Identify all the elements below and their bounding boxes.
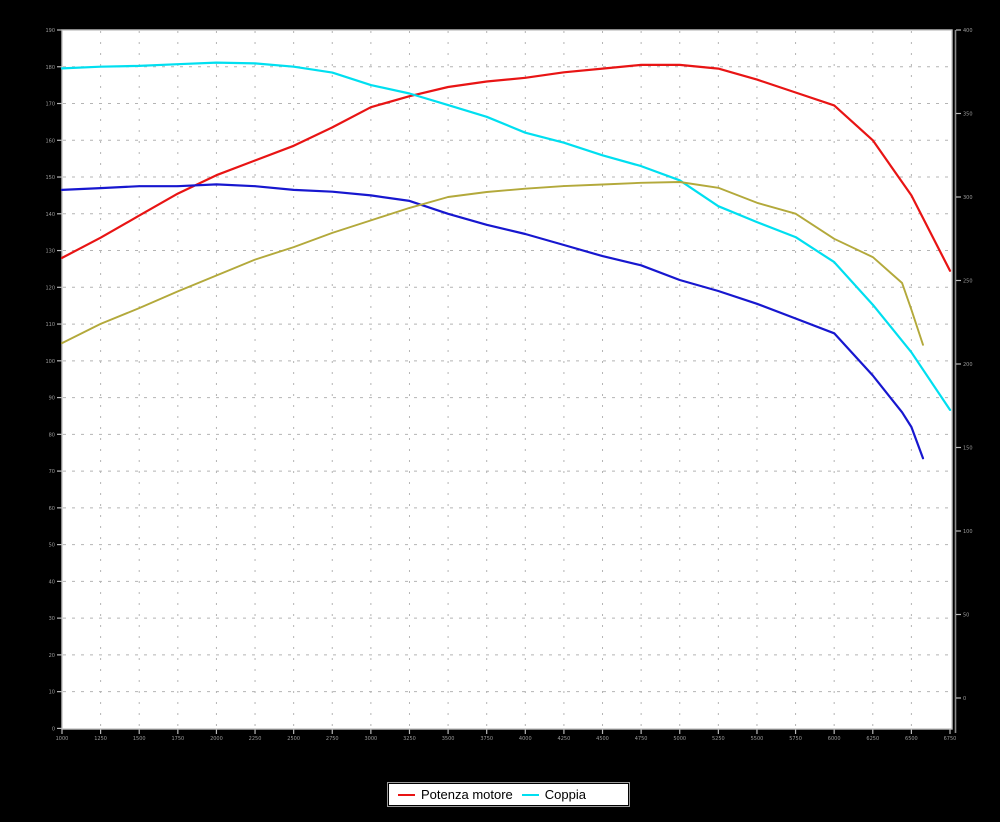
svg-text:50: 50 (49, 543, 55, 549)
svg-text:1250: 1250 (94, 736, 107, 742)
series-line-potenza-motore (60, 63, 952, 272)
series-line-coppia (60, 61, 952, 411)
svg-text:4250: 4250 (558, 736, 571, 742)
svg-text:300: 300 (963, 195, 973, 201)
svg-text:4750: 4750 (635, 736, 648, 742)
plot-frame (61, 29, 953, 730)
svg-text:130: 130 (45, 249, 55, 255)
legend-item-potenza-motore: Potenza motore (398, 788, 513, 801)
svg-text:100: 100 (45, 359, 55, 365)
svg-text:30: 30 (49, 616, 55, 622)
legend-label-potenza-motore: Potenza motore (421, 787, 513, 802)
svg-text:6000: 6000 (828, 736, 841, 742)
svg-text:3250: 3250 (403, 736, 416, 742)
svg-text:80: 80 (49, 432, 55, 438)
svg-text:250: 250 (963, 279, 973, 285)
svg-text:70: 70 (49, 469, 55, 475)
legend-item-coppia: Coppia (521, 787, 586, 802)
svg-text:200: 200 (963, 362, 973, 368)
legend: Potenza motore Coppia (388, 783, 629, 806)
svg-text:5500: 5500 (751, 736, 764, 742)
svg-text:1000: 1000 (56, 736, 69, 742)
legend-swatch-potenza-motore (398, 793, 415, 796)
svg-text:150: 150 (45, 175, 55, 181)
svg-text:170: 170 (45, 102, 55, 108)
svg-text:100: 100 (963, 529, 973, 535)
svg-text:3750: 3750 (480, 736, 493, 742)
svg-text:90: 90 (49, 396, 55, 402)
svg-text:120: 120 (45, 285, 55, 291)
svg-text:5750: 5750 (789, 736, 802, 742)
svg-text:150: 150 (963, 446, 973, 452)
svg-text:5000: 5000 (673, 736, 686, 742)
axis-ticks-and-labels: 0 10 20 30 40 50 60 70 80 90 100 110 120 130 140 150 160… (45, 28, 972, 742)
svg-text:350: 350 (963, 112, 973, 118)
svg-text:110: 110 (45, 322, 55, 328)
svg-text:2500: 2500 (287, 736, 300, 742)
svg-text:4000: 4000 (519, 736, 532, 742)
svg-text:50: 50 (963, 613, 969, 619)
svg-text:1750: 1750 (171, 736, 184, 742)
svg-text:4500: 4500 (596, 736, 609, 742)
svg-text:2000: 2000 (210, 736, 223, 742)
svg-text:6250: 6250 (866, 736, 879, 742)
svg-text:0: 0 (963, 696, 966, 702)
legend-swatch-coppia (521, 793, 539, 796)
svg-text:6750: 6750 (944, 736, 957, 742)
svg-text:20: 20 (49, 653, 55, 659)
svg-text:0: 0 (52, 726, 55, 732)
series-line-potenza-secondaria-blu (60, 183, 925, 460)
svg-text:40: 40 (49, 579, 55, 585)
svg-text:180: 180 (45, 65, 55, 71)
svg-text:5250: 5250 (712, 736, 725, 742)
svg-text:60: 60 (49, 506, 55, 512)
svg-text:160: 160 (45, 138, 55, 144)
svg-text:3500: 3500 (442, 736, 455, 742)
gridlines (63, 31, 951, 728)
svg-text:140: 140 (45, 212, 55, 218)
svg-text:2750: 2750 (326, 736, 339, 742)
svg-text:2250: 2250 (249, 736, 262, 742)
chart-svg: 0 10 20 30 40 50 60 70 80 90 100 110 120 130 140 150 160… (45, 28, 972, 742)
series-line-coppia-secondaria-oliva (61, 181, 924, 346)
svg-text:3000: 3000 (365, 736, 378, 742)
svg-text:400: 400 (963, 28, 973, 34)
svg-text:190: 190 (45, 28, 55, 34)
svg-text:6500: 6500 (905, 736, 918, 742)
svg-text:1500: 1500 (133, 736, 146, 742)
svg-text:10: 10 (49, 690, 55, 696)
legend-label-coppia: Coppia (544, 787, 586, 802)
chart-area: 0 10 20 30 40 50 60 70 80 90 100 110 120 130 140 150 160… (45, 28, 972, 742)
